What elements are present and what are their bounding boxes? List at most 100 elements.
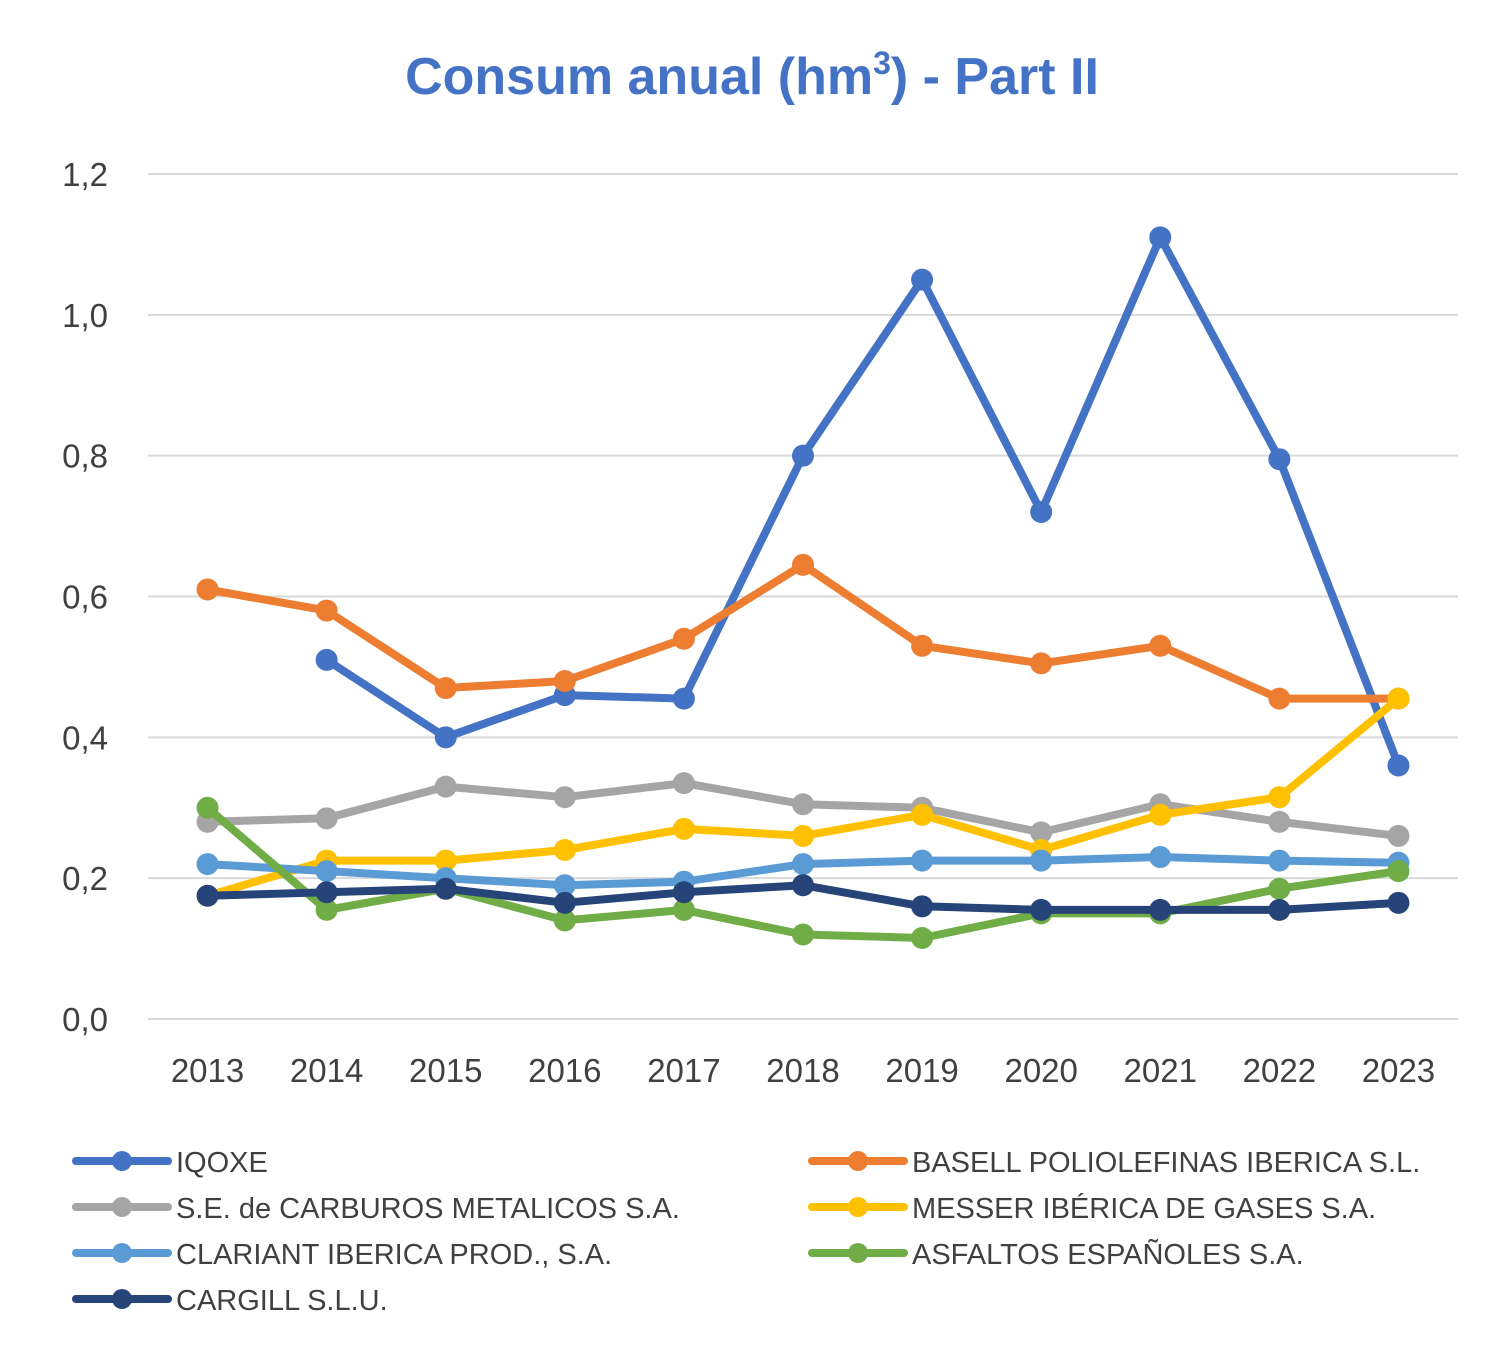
data-point [911,927,934,950]
x-tick-label: 2014 [290,1052,363,1089]
legend-label: ASFALTOS ESPAÑOLES S.A. [912,1237,1304,1271]
series-4 [196,846,1410,897]
data-point [1030,849,1053,872]
data-point [1387,687,1410,710]
legend-swatch-marker [112,1289,132,1309]
data-point [792,444,814,467]
x-axis-ticks: 2013 2014 2015 2016 2017 2018 2019 2020 2021 2022… [171,1052,1435,1089]
data-point [315,599,338,622]
legend-item: S.E. de CARBUROS METALICOS S.A. [72,1193,680,1225]
chart-title: Consum anual (hm3) - Part II [405,45,1099,106]
legend-swatch-marker [112,1243,132,1263]
data-point [315,648,338,671]
legend-swatch-marker [848,1197,868,1217]
y-tick-label: 1,2 [62,156,108,193]
legend-swatch-marker [848,1151,868,1171]
data-point [553,891,576,914]
data-point [434,877,457,900]
legend-swatch-marker [112,1197,132,1217]
legend-item: CARGILL S.L.U. [72,1285,388,1317]
data-point [911,803,934,826]
x-tick-label: 2020 [1004,1052,1077,1089]
data-point [1268,810,1291,833]
legend-item: MESSER IBÉRICA DE GASES S.A. [808,1192,1376,1225]
y-tick-label: 0,0 [62,1001,108,1038]
data-point [792,553,814,576]
x-tick-label: 2015 [409,1052,482,1089]
y-tick-label: 0,6 [62,579,108,616]
series-6 [196,874,1410,921]
data-point [1268,849,1291,872]
legend: IQOXE BASELL POLIOLEFINAS IBERICA S.L. S.E… [72,1147,1420,1317]
x-tick-label: 2023 [1362,1052,1435,1089]
y-tick-label: 0,8 [62,438,108,475]
legend-item: ASFALTOS ESPAÑOLES S.A. [808,1237,1304,1271]
x-tick-label: 2013 [171,1052,244,1089]
data-point [672,898,695,921]
data-point [1268,448,1291,471]
x-tick-label: 2022 [1243,1052,1316,1089]
data-point [553,839,576,861]
data-point [553,909,576,932]
y-tick-label: 0,2 [62,860,108,897]
data-point [315,881,338,904]
y-tick-label: 0,4 [62,719,108,756]
legend-label: CARGILL S.L.U. [176,1285,388,1317]
data-point [1387,754,1410,777]
series-line [322,233,1403,770]
data-point [1030,501,1053,523]
data-point [1030,652,1053,675]
data-point [911,634,934,657]
legend-item: IQOXE [72,1147,268,1179]
data-point [1268,687,1291,710]
data-point [553,786,576,809]
data-point [196,796,219,819]
data-point [792,923,814,946]
data-point [792,824,814,847]
data-point [672,627,695,650]
legend-label: S.E. de CARBUROS METALICOS S.A. [176,1193,680,1225]
x-tick-label: 2016 [528,1052,601,1089]
x-tick-label: 2019 [885,1052,958,1089]
data-point [792,874,814,897]
legend-item: CLARIANT IBERICA PROD., S.A. [72,1239,612,1271]
data-point [672,772,695,795]
series-0 [315,226,1410,777]
data-point [1268,786,1291,809]
data-point [1387,860,1410,883]
data-point [792,793,814,816]
legend-swatch-marker [848,1243,868,1263]
data-point [434,677,457,700]
data-point [196,884,219,907]
data-point [911,895,934,918]
series-group [196,226,1410,950]
data-point [792,853,814,876]
data-point [1149,226,1172,249]
data-point [1149,898,1172,921]
legend-label: BASELL POLIOLEFINAS IBERICA S.L. [912,1147,1420,1179]
data-point [315,807,338,830]
x-tick-label: 2017 [647,1052,720,1089]
legend-label: MESSER IBÉRICA DE GASES S.A. [912,1192,1376,1225]
data-point [553,670,576,692]
data-point [315,898,338,921]
data-point [1030,898,1053,921]
data-point [434,726,457,749]
data-point [1387,824,1410,847]
data-point [1387,891,1410,914]
data-point [1149,634,1172,657]
data-point [1030,821,1053,844]
data-point [434,775,457,798]
legend-swatch-marker [112,1151,132,1171]
data-point [1149,803,1172,826]
data-point [672,817,695,840]
series-1 [196,553,1410,710]
data-point [672,881,695,904]
data-point [1149,846,1172,869]
data-point [1268,877,1291,900]
data-point [1268,898,1291,921]
data-point [315,860,338,883]
y-axis-ticks: 0,0 0,2 0,4 0,6 0,8 1,0 1,2 [62,156,108,1038]
data-point [672,687,695,710]
